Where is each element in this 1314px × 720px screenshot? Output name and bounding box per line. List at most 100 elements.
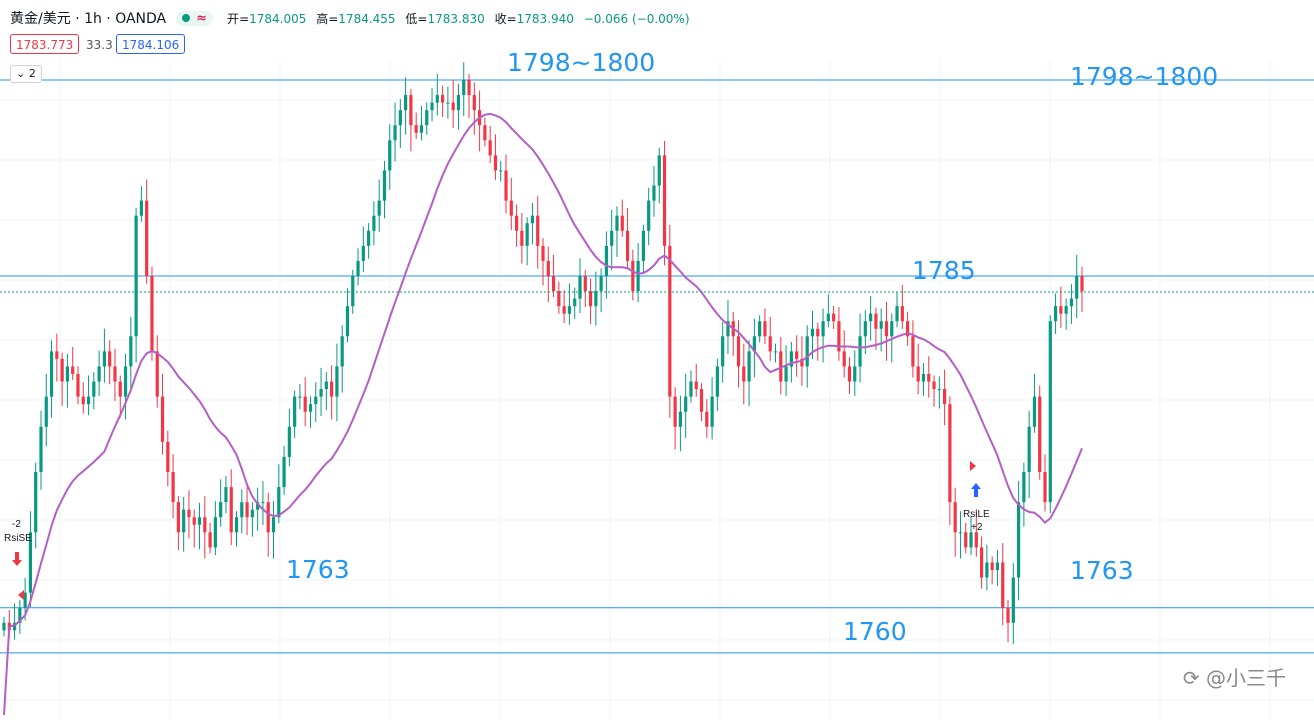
candle-body bbox=[662, 155, 667, 246]
candle-body bbox=[398, 110, 402, 126]
candle-body bbox=[197, 517, 202, 525]
candle-body bbox=[382, 170, 387, 201]
candle-body bbox=[726, 321, 730, 337]
candle-body bbox=[229, 487, 233, 533]
candle-body bbox=[224, 487, 228, 503]
sell-marker-icon bbox=[18, 590, 24, 600]
candle-body bbox=[150, 276, 154, 352]
candle-body bbox=[34, 472, 38, 533]
candle-body bbox=[1043, 472, 1047, 503]
candle-body bbox=[657, 155, 661, 186]
open-value: 1784.005 bbox=[249, 11, 307, 26]
candle-body bbox=[123, 366, 128, 397]
candle-body bbox=[287, 426, 291, 457]
candle-body bbox=[472, 95, 476, 111]
market-open-icon bbox=[182, 13, 191, 22]
candle-body bbox=[869, 313, 873, 322]
candle-body bbox=[583, 276, 587, 292]
watermark-text: @小三千 bbox=[1206, 666, 1286, 690]
candle-body bbox=[578, 276, 582, 299]
buy-signal-label: RsiLE bbox=[963, 509, 990, 520]
candle-body bbox=[203, 517, 207, 533]
candle-body bbox=[65, 366, 70, 382]
candle-body bbox=[118, 381, 122, 397]
candle-body bbox=[1075, 276, 1079, 299]
moving-average-line bbox=[3, 112, 1083, 716]
candle-body bbox=[414, 125, 418, 133]
candle-body bbox=[483, 125, 487, 141]
symbol-title[interactable]: 黄金/美元 · 1h · OANDA bbox=[10, 11, 167, 27]
candle-body bbox=[874, 313, 878, 329]
candle-body bbox=[1064, 306, 1068, 314]
candle-body bbox=[520, 230, 524, 246]
candle-body bbox=[1016, 502, 1021, 578]
candle-body bbox=[652, 185, 656, 201]
candle-body bbox=[1022, 472, 1026, 503]
open-label: 开 bbox=[227, 11, 240, 26]
candle-body bbox=[943, 389, 947, 405]
candle-body bbox=[55, 351, 59, 359]
candle-body bbox=[562, 306, 566, 314]
candle-body bbox=[213, 517, 217, 548]
status-pill[interactable]: ≈ bbox=[176, 10, 214, 26]
indicator-toggle-button[interactable]: ⌄ 2 bbox=[10, 65, 42, 83]
candle-body bbox=[102, 351, 107, 367]
candle-body bbox=[446, 102, 450, 104]
candle-body bbox=[779, 351, 783, 382]
candle-body bbox=[599, 276, 603, 292]
candle-body bbox=[916, 366, 920, 382]
candle-body bbox=[12, 622, 17, 631]
candle-body bbox=[747, 351, 751, 382]
candle-body bbox=[742, 366, 746, 382]
candle-body bbox=[219, 502, 223, 518]
candle-body bbox=[551, 276, 556, 292]
candle-body bbox=[832, 313, 836, 322]
buy-price-button[interactable]: 1784.106 bbox=[116, 34, 186, 54]
candle-body bbox=[530, 215, 535, 224]
candle-body bbox=[145, 200, 149, 276]
candle-body bbox=[1069, 298, 1074, 307]
candle-body bbox=[18, 607, 22, 623]
candle-body bbox=[715, 366, 719, 397]
candle-body bbox=[440, 95, 445, 103]
level-label-1798-right: 1798~1800 bbox=[1070, 62, 1218, 91]
candle-body bbox=[879, 321, 883, 329]
candle-body bbox=[1059, 306, 1063, 314]
candle-body bbox=[171, 472, 175, 503]
candle-body bbox=[890, 321, 894, 337]
candle-body bbox=[705, 411, 709, 427]
candle-body bbox=[108, 351, 112, 367]
candle-body bbox=[684, 396, 688, 412]
candle-body bbox=[261, 502, 265, 504]
candle-body bbox=[234, 517, 239, 533]
candle-body bbox=[308, 404, 313, 412]
candle-body bbox=[631, 260, 635, 292]
candle-body bbox=[23, 592, 27, 608]
candle-body bbox=[784, 366, 788, 382]
candle-body bbox=[647, 200, 651, 231]
candle-body bbox=[736, 336, 741, 367]
candle-body bbox=[49, 351, 54, 397]
candle-body bbox=[921, 374, 926, 382]
candle-body bbox=[948, 404, 952, 503]
candle-body bbox=[668, 245, 672, 397]
weibo-icon: ⟳ bbox=[1182, 666, 1200, 690]
candle-body bbox=[615, 215, 619, 231]
candle-body bbox=[176, 502, 180, 533]
level-label-1798-center: 1798~1800 bbox=[507, 48, 655, 77]
candle-body bbox=[303, 396, 307, 412]
candle-body bbox=[208, 532, 212, 548]
candle-body bbox=[419, 125, 424, 133]
level-label-1760: 1760 bbox=[843, 617, 907, 646]
ohlc-values: 开=1784.005 高=1784.455 低=1783.830 收=1783.… bbox=[227, 11, 690, 26]
candle-body bbox=[641, 230, 646, 261]
candle-body bbox=[81, 396, 85, 405]
candle-body bbox=[462, 80, 466, 96]
candle-body bbox=[425, 110, 429, 126]
sell-price-button[interactable]: 1783.773 bbox=[10, 34, 80, 54]
candle-body bbox=[1038, 396, 1042, 472]
chart-header: 黄金/美元 · 1h · OANDA ≈ 开=1784.005 高=1784.4… bbox=[10, 8, 696, 28]
candle-body bbox=[990, 562, 994, 570]
candle-body bbox=[1053, 306, 1058, 322]
